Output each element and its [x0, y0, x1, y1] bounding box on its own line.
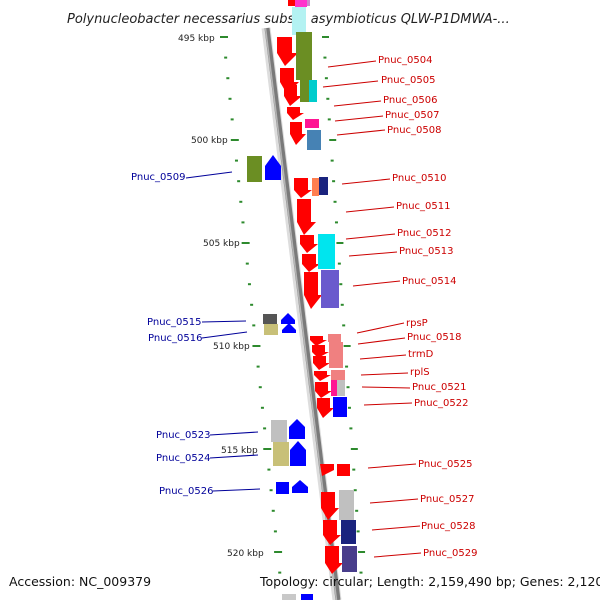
gene-arrow-pnuc-0523[interactable]: [289, 419, 305, 439]
gene-arrow-pnuc-0527[interactable]: [321, 492, 339, 520]
gene-label-rpsp[interactable]: rpsP: [406, 318, 428, 329]
tick-label-495: 495 kbp: [178, 34, 215, 44]
gene-arrow-pnuc-0510[interactable]: [294, 178, 312, 198]
gene-label-pnuc-0505[interactable]: Pnuc_0505: [381, 75, 435, 86]
gene-arrow-pnuc-0524[interactable]: [290, 441, 306, 466]
gene-arrow-pnuc-0514[interactable]: [304, 272, 322, 309]
gene-arrow-pnuc-0513[interactable]: [302, 254, 320, 272]
gene-label-pnuc-0510[interactable]: Pnuc_0510: [392, 173, 446, 184]
tick-track: [220, 36, 366, 574]
gene-label-pnuc-0527[interactable]: Pnuc_0527: [420, 494, 474, 505]
gene-label-pnuc-0526[interactable]: Pnuc_0526: [159, 486, 213, 497]
gene-arrow-pnuc-0522[interactable]: [317, 398, 334, 418]
gene-label-pnuc-0506[interactable]: Pnuc_0506: [383, 95, 437, 106]
forward-category-boxes: [292, 0, 357, 572]
gene-arrow-pnuc-0508[interactable]: [290, 122, 306, 145]
map-title: Polynucleobacter necessarius subsp. asym…: [67, 12, 510, 27]
gene-label-pnuc-0514[interactable]: Pnuc_0514: [402, 276, 456, 287]
gene-arrow-pnuc-0518[interactable]: [312, 345, 329, 358]
gene-label-pnuc-0521[interactable]: Pnuc_0521: [412, 382, 466, 393]
reverse-gene-labels: Pnuc_0509 Pnuc_0515 Pnuc_0516 Pnuc_0523 …: [131, 172, 213, 497]
gene-arrow-pnuc-0526[interactable]: [292, 480, 308, 493]
gene-arrow-rpls[interactable]: [314, 371, 331, 381]
gene-arrow-pnuc-0516[interactable]: [282, 323, 296, 333]
gene-label-rpls[interactable]: rplS: [410, 367, 430, 378]
gene-label-pnuc-0528[interactable]: Pnuc_0528: [421, 521, 475, 532]
gene-label-pnuc-0504[interactable]: Pnuc_0504: [378, 55, 432, 66]
gene-label-pnuc-0522[interactable]: Pnuc_0522: [414, 398, 468, 409]
gene-arrow-pnuc-0521[interactable]: [315, 382, 332, 398]
topology-text: Topology: circular; Length: 2,159,490 bp…: [259, 574, 600, 589]
forward-strand-genes: [277, 0, 350, 600]
gene-arrow-pnuc-0509[interactable]: [265, 155, 281, 180]
scale-ticks: 495 kbp 500 kbp 505 kbp 510 kbp 515 kbp …: [178, 34, 264, 559]
gene-label-pnuc-0529[interactable]: Pnuc_0529: [423, 548, 477, 559]
gene-label-trmd[interactable]: trmD: [408, 349, 434, 360]
label-leader-lines: [185, 60, 422, 558]
gene-label-pnuc-0511[interactable]: Pnuc_0511: [396, 201, 450, 212]
gene-label-pnuc-0518[interactable]: Pnuc_0518: [407, 332, 461, 343]
tick-label-520: 520 kbp: [227, 549, 264, 559]
accession-text: Accession: NC_009379: [9, 574, 151, 589]
gene-arrow-pnuc-0512[interactable]: [300, 235, 318, 253]
tick-label-510: 510 kbp: [213, 342, 250, 352]
gene-arrow-trmd[interactable]: [313, 356, 330, 370]
gene-arrow-pnuc-0507[interactable]: [287, 107, 304, 120]
gene-label-pnuc-0516[interactable]: Pnuc_0516: [148, 333, 202, 344]
gene-arrow-pnuc-0511[interactable]: [297, 199, 316, 235]
gene-label-pnuc-0524[interactable]: Pnuc_0524: [156, 453, 210, 464]
gene-arrow-pnuc-0529[interactable]: [325, 546, 343, 574]
gene-arrow-rpsp[interactable]: [310, 336, 327, 346]
gene-arrow-pnuc-0515[interactable]: [281, 313, 295, 324]
tick-label-515: 515 kbp: [221, 446, 258, 456]
gene-label-pnuc-0515[interactable]: Pnuc_0515: [147, 317, 201, 328]
gene-arrow-pnuc-0525[interactable]: [320, 464, 334, 476]
tick-label-505: 505 kbp: [203, 239, 240, 249]
gene-label-pnuc-0513[interactable]: Pnuc_0513: [399, 246, 453, 257]
gene-label-pnuc-0523[interactable]: Pnuc_0523: [156, 430, 210, 441]
gene-arrow-pnuc-0528[interactable]: [323, 520, 341, 545]
gene-arrow-pnuc-0506[interactable]: [284, 85, 302, 106]
gene-label-pnuc-0507[interactable]: Pnuc_0507: [385, 110, 439, 121]
gene-label-pnuc-0509[interactable]: Pnuc_0509: [131, 172, 185, 183]
tick-label-500: 500 kbp: [191, 136, 228, 146]
gene-label-pnuc-0525[interactable]: Pnuc_0525: [418, 459, 472, 470]
reverse-strand-genes: [247, 155, 308, 494]
gene-label-pnuc-0512[interactable]: Pnuc_0512: [397, 228, 451, 239]
gene-label-pnuc-0508[interactable]: Pnuc_0508: [387, 125, 441, 136]
forward-gene-labels: Pnuc_0504 Pnuc_0505 Pnuc_0506 Pnuc_0507 …: [378, 55, 477, 559]
gene-arrow-pnuc-0504[interactable]: [277, 37, 298, 66]
